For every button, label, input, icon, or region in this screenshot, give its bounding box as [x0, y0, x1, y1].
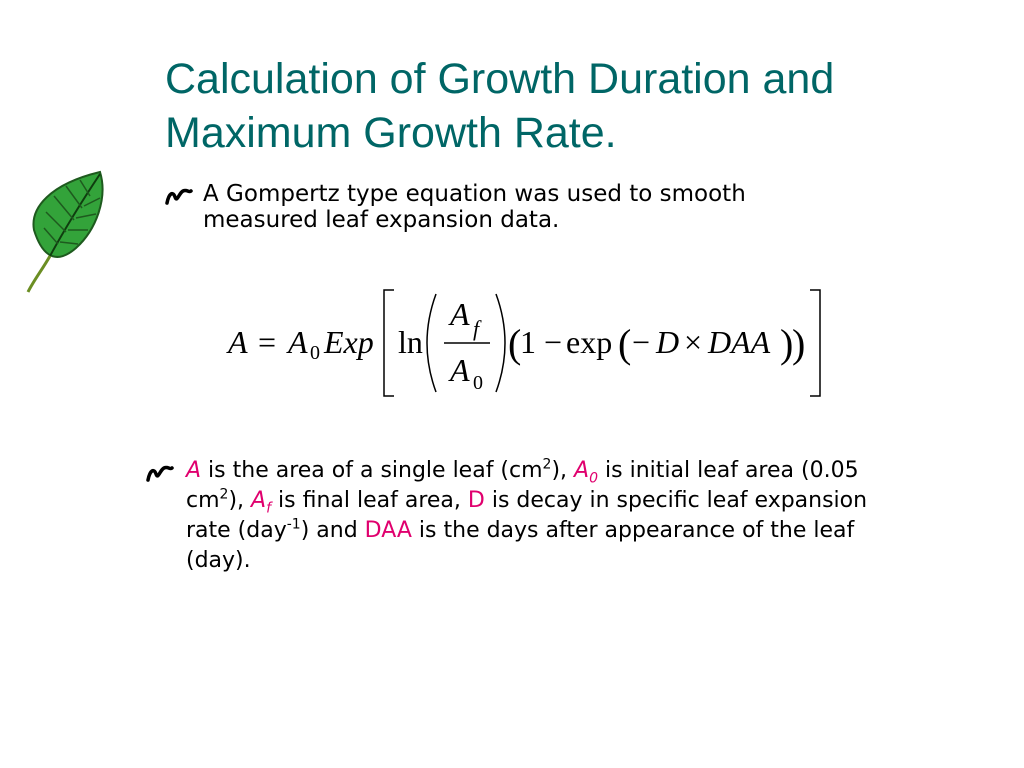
- text-segment: is decay in specific leaf expansion rate…: [186, 488, 868, 543]
- var-Af: Af: [251, 488, 272, 517]
- eq-numerator-sub: f: [473, 316, 480, 341]
- var-A: A: [186, 458, 202, 483]
- eq-lhs: A: [228, 324, 248, 360]
- eq-paren-open-2: (: [618, 321, 632, 366]
- var-D: D: [467, 488, 485, 513]
- eq-one-minus: 1 −: [520, 324, 563, 360]
- var-A0-sub: 0: [589, 470, 599, 487]
- text-segment: is the area of a single leaf (cm: [201, 458, 543, 483]
- text-segment: ) and: [300, 518, 365, 543]
- eq-ln-fn: ln: [398, 324, 423, 360]
- var-Af-sub: f: [266, 500, 272, 517]
- bullet-squiggle-icon: [165, 188, 193, 205]
- var-A0-main: A: [574, 458, 590, 483]
- text-segment: ),: [551, 458, 575, 483]
- superscript: 2: [542, 456, 552, 473]
- superscript: -1: [286, 516, 301, 533]
- eq-numerator-main: A: [450, 296, 470, 332]
- superscript: 2: [219, 486, 229, 503]
- text-segment: is the days after appearance of the leaf…: [186, 518, 855, 573]
- leaf-icon: [26, 170, 104, 293]
- eq-paren-close-1: ): [792, 321, 806, 366]
- bullet-2-text: A is the area of a single leaf (cm2), A0…: [186, 456, 886, 576]
- bullet-1-text: A Gompertz type equation was used to smo…: [203, 181, 746, 233]
- eq-equals: =: [258, 324, 277, 360]
- eq-exp-lower: exp: [566, 324, 613, 360]
- eq-minus: −: [632, 324, 651, 360]
- eq-a0-sub: 0: [310, 342, 320, 364]
- text-segment: is initial leaf area (0.05 cm: [186, 458, 859, 513]
- text-segment: is final leaf area,: [271, 488, 468, 513]
- text-segment: ),: [228, 488, 252, 513]
- eq-denominator-main: A: [450, 352, 470, 388]
- eq-D: D: [656, 324, 680, 360]
- slide-title: Calculation of Growth Duration and Maxim…: [165, 55, 835, 157]
- var-DAA: DAA: [364, 518, 412, 543]
- eq-DAA: DAA: [708, 324, 771, 360]
- eq-exp-fn: Exp: [324, 324, 374, 360]
- var-Af-main: A: [251, 488, 267, 513]
- equation-brackets: [383, 289, 821, 397]
- eq-denominator-sub: 0: [473, 372, 483, 394]
- eq-a0-main: A: [288, 324, 308, 360]
- gompertz-equation: A = A 0 Exp ln A f A 0 ( 1 − exp ( − D ×…: [200, 280, 860, 410]
- var-A0: A0: [574, 458, 599, 487]
- eq-times: ×: [684, 324, 703, 360]
- eq-paren-close-2: ): [780, 321, 794, 366]
- bullet-squiggle-icon: [146, 465, 174, 482]
- eq-paren-open-1: (: [508, 321, 522, 366]
